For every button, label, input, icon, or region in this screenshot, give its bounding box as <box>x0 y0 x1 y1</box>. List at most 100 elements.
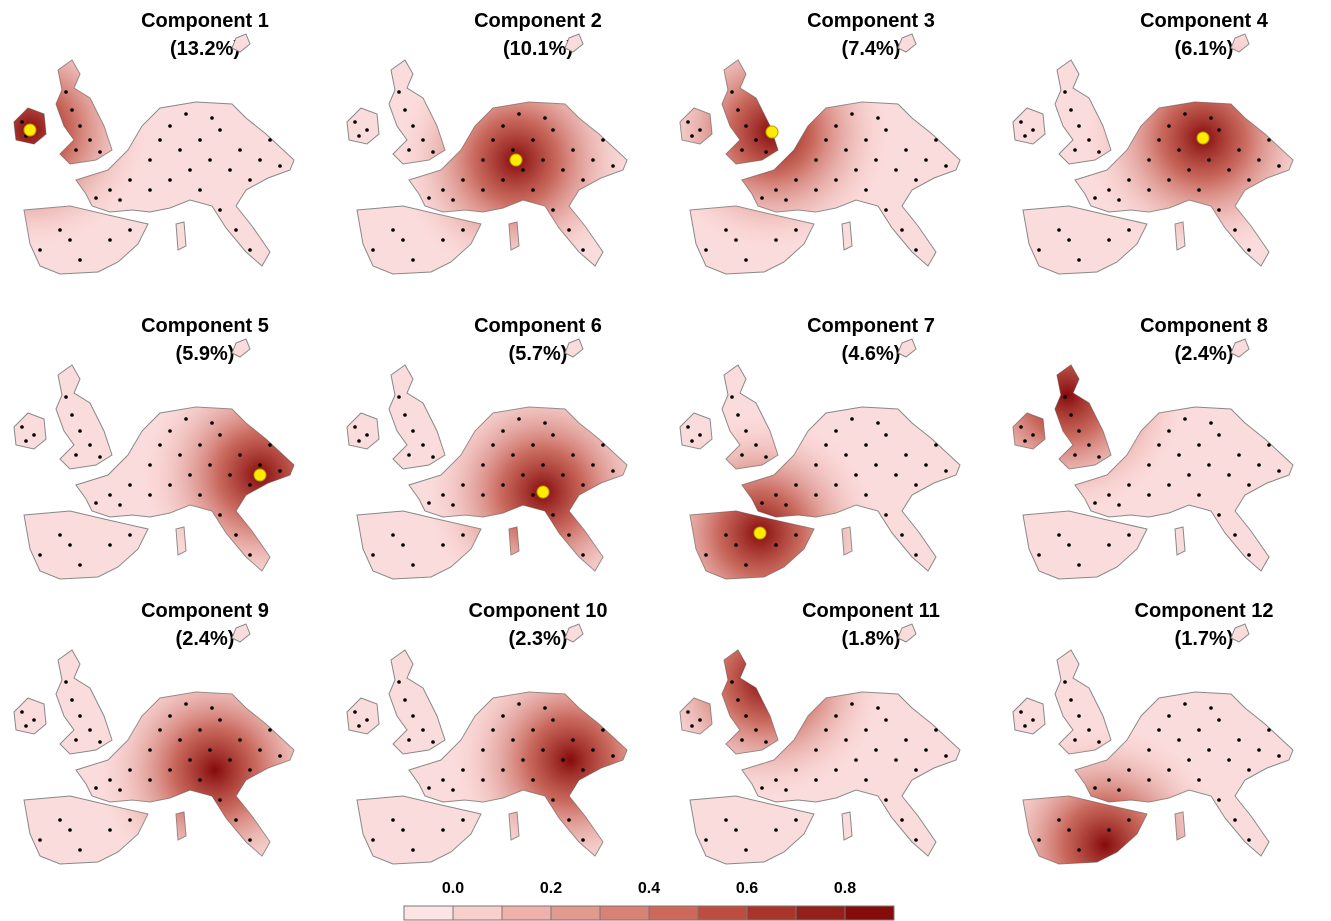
station-dot <box>1147 463 1151 467</box>
station-dot <box>427 501 431 505</box>
station-dot <box>794 178 798 182</box>
station-dot <box>1197 493 1201 497</box>
station-dot <box>148 463 152 467</box>
station-dot <box>198 728 202 732</box>
map-panel: Component 9 (2.4%) <box>13 600 295 865</box>
station-dot <box>98 150 102 154</box>
station-dot <box>461 178 465 182</box>
land <box>1230 623 1250 643</box>
station-dot <box>834 714 838 718</box>
station-dot <box>218 718 222 722</box>
station-dot <box>68 238 72 242</box>
station-dot <box>397 395 401 399</box>
station-dot <box>744 124 748 128</box>
station-dot <box>914 838 918 842</box>
station-dot <box>1127 533 1131 537</box>
station-dot <box>1093 786 1097 790</box>
station-dot <box>210 421 214 425</box>
station-dot <box>1067 543 1071 547</box>
station-dot <box>148 158 152 162</box>
station-dot <box>734 238 738 242</box>
station-dot <box>1237 738 1241 742</box>
station-dot <box>581 178 585 182</box>
station-dot <box>128 818 132 822</box>
station-dot <box>248 553 252 557</box>
legend-swatch <box>795 905 846 921</box>
station-dot <box>68 828 72 832</box>
station-dot <box>248 178 252 182</box>
station-dot <box>401 238 405 242</box>
station-dot <box>441 238 445 242</box>
station-dot <box>698 718 702 722</box>
station-dot <box>884 128 888 132</box>
station-dot <box>531 493 535 497</box>
station-dot <box>461 483 465 487</box>
station-dot <box>834 429 838 433</box>
station-dot <box>740 453 744 457</box>
panel-variance: (13.2%) <box>170 38 240 60</box>
station-dot <box>1217 433 1221 437</box>
station-dot <box>70 698 74 702</box>
land <box>388 649 446 755</box>
station-dot <box>411 848 415 852</box>
station-dot <box>944 754 948 758</box>
land <box>1174 526 1186 556</box>
station-dot <box>411 124 415 128</box>
station-dot <box>184 702 188 706</box>
panel-variance: (10.1%) <box>503 38 573 60</box>
station-dot <box>914 768 918 772</box>
station-dot <box>1187 168 1191 172</box>
land <box>897 338 917 358</box>
station-dot <box>411 714 415 718</box>
station-dot <box>567 228 571 232</box>
station-dot <box>1183 417 1187 421</box>
station-dot <box>1157 443 1161 447</box>
station-dot <box>774 188 778 192</box>
station-dot <box>764 150 768 154</box>
legend-swatch <box>844 905 895 921</box>
station-dot <box>1167 429 1171 433</box>
station-dot <box>1209 421 1213 425</box>
station-dot <box>1207 158 1211 162</box>
station-dot <box>744 429 748 433</box>
station-dot <box>543 116 547 120</box>
station-dot <box>511 453 515 457</box>
station-dot <box>1073 453 1077 457</box>
station-dot <box>78 258 82 262</box>
station-dot <box>1107 778 1111 782</box>
station-dot <box>1177 738 1181 742</box>
station-dot <box>421 138 425 142</box>
station-dot <box>521 473 525 477</box>
station-dot <box>561 758 565 762</box>
land <box>346 697 380 735</box>
station-dot <box>184 112 188 116</box>
station-dot <box>517 112 521 116</box>
station-dot <box>531 443 535 447</box>
station-dot <box>591 748 595 752</box>
land <box>13 697 47 735</box>
station-dot <box>744 848 748 852</box>
station-dot <box>24 439 28 443</box>
station-dot <box>1069 108 1073 112</box>
station-dot <box>108 493 112 497</box>
station-dot <box>1077 124 1081 128</box>
station-dot <box>814 463 818 467</box>
station-dot <box>268 443 272 447</box>
station-dot <box>854 758 858 762</box>
station-dot <box>108 238 112 242</box>
station-dot <box>774 543 778 547</box>
station-dot <box>760 786 764 790</box>
station-dot <box>1037 553 1041 557</box>
station-dot <box>501 124 505 128</box>
intensity-area <box>14 34 150 250</box>
station-dot <box>724 228 728 232</box>
land <box>55 649 113 755</box>
station-dot <box>168 768 172 772</box>
panel-variance: (1.7%) <box>1175 628 1234 650</box>
land <box>175 221 187 251</box>
station-dot <box>884 433 888 437</box>
station-dot <box>814 158 818 162</box>
station-dot <box>461 818 465 822</box>
land <box>346 107 380 145</box>
station-dot <box>108 778 112 782</box>
